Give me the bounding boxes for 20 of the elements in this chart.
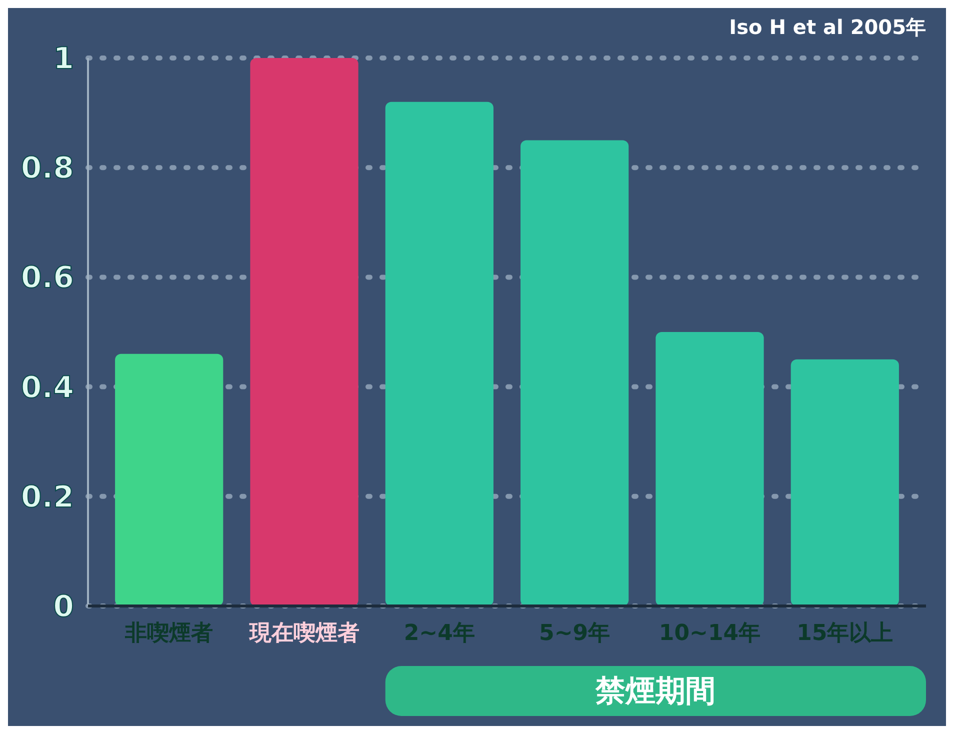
bar [520,140,629,606]
bar [385,102,494,606]
x-tick-label: 2~4年 [404,621,475,646]
x-tick-label: 現在喫煙者 [248,621,360,646]
bar [656,332,764,606]
text: Iso H et al 2005年 [729,15,926,39]
y-tick-label: 0 [53,590,74,624]
y-tick-label: 1 [53,42,74,76]
y-tick-label: 0.8 [20,151,74,186]
bar [790,359,899,606]
x-tick-label: 15年以上 [796,621,894,646]
y-tick-label: 0.6 [20,260,74,296]
x-axis-title: 禁煙期間 [594,674,716,709]
x-tick-label: 5~9年 [539,621,610,646]
y-tick-label: 0.2 [20,480,74,515]
x-tick-label: 非喫煙者 [124,621,214,646]
bar [115,354,224,606]
bar [250,58,358,606]
y-tick-label: 0.4 [20,370,74,406]
x-tick-label: 10~14年 [658,621,761,646]
